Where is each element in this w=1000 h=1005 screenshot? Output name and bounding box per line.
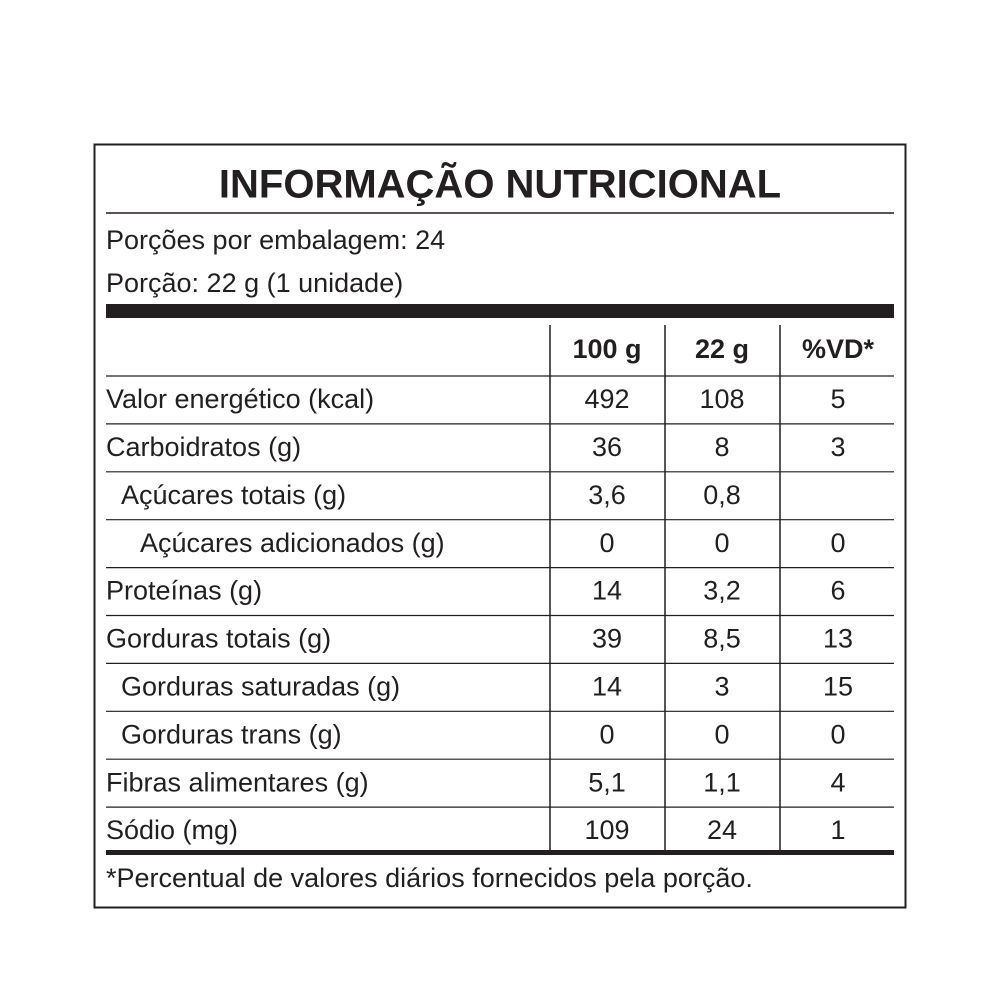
nutrient-value: 0,8 <box>703 480 741 510</box>
nutrient-value: 3,6 <box>588 480 626 510</box>
nutrient-value: 36 <box>592 432 622 462</box>
nutrient-value: 3,2 <box>703 576 741 606</box>
servings-per-package: Porções por embalagem: 24 <box>106 225 445 255</box>
nutrient-value: 492 <box>584 384 629 414</box>
nutrient-name: Açúcares adicionados (g) <box>140 528 445 558</box>
serving-size: Porção: 22 g (1 unidade) <box>106 268 403 298</box>
nutrient-name: Valor energético (kcal) <box>106 384 374 414</box>
nutrient-value: 5 <box>830 384 845 414</box>
nutrient-name: Fibras alimentares (g) <box>106 767 369 797</box>
nutrient-name: Gorduras totais (g) <box>106 624 331 654</box>
bottom-rule <box>106 850 894 855</box>
nutrient-name: Gorduras trans (g) <box>121 719 342 749</box>
column-header: 22 g <box>695 334 749 364</box>
nutrient-name: Gorduras saturadas (g) <box>121 671 400 701</box>
nutrient-value: 1 <box>830 815 845 845</box>
nutrient-value: 0 <box>599 719 614 749</box>
nutrient-value: 3 <box>714 671 729 701</box>
nutrient-value: 3 <box>830 432 845 462</box>
nutrient-value: 15 <box>823 671 853 701</box>
column-header: 100 g <box>572 334 641 364</box>
nutrient-name: Proteínas (g) <box>106 576 262 606</box>
nutrient-value: 13 <box>823 624 853 654</box>
nutrient-value: 8,5 <box>703 624 741 654</box>
thick-rule <box>106 304 894 318</box>
nutrient-value: 0 <box>830 719 845 749</box>
nutrient-value: 108 <box>699 384 744 414</box>
nutrient-value: 8 <box>714 432 729 462</box>
title: INFORMAÇÃO NUTRICIONAL <box>219 161 781 207</box>
nutrient-value: 4 <box>830 767 845 797</box>
nutrient-value: 0 <box>714 528 729 558</box>
nutrient-name: Sódio (mg) <box>106 815 238 845</box>
nutrient-value: 24 <box>707 815 737 845</box>
nutrient-value: 14 <box>592 576 622 606</box>
nutrient-value: 1,1 <box>703 767 741 797</box>
nutrient-value: 6 <box>830 576 845 606</box>
nutrient-name: Açúcares totais (g) <box>121 480 346 510</box>
nutrient-value: 5,1 <box>588 767 626 797</box>
footnote: *Percentual de valores diários fornecido… <box>106 863 753 893</box>
nutrient-name: Carboidratos (g) <box>106 432 301 462</box>
nutrient-value: 0 <box>599 528 614 558</box>
nutrient-value: 0 <box>714 719 729 749</box>
nutrient-value: 39 <box>592 624 622 654</box>
nutrient-value: 14 <box>592 671 622 701</box>
column-header: %VD* <box>802 334 875 364</box>
nutrient-value: 0 <box>830 528 845 558</box>
nutrient-value: 109 <box>584 815 629 845</box>
label-border <box>93 143 907 909</box>
